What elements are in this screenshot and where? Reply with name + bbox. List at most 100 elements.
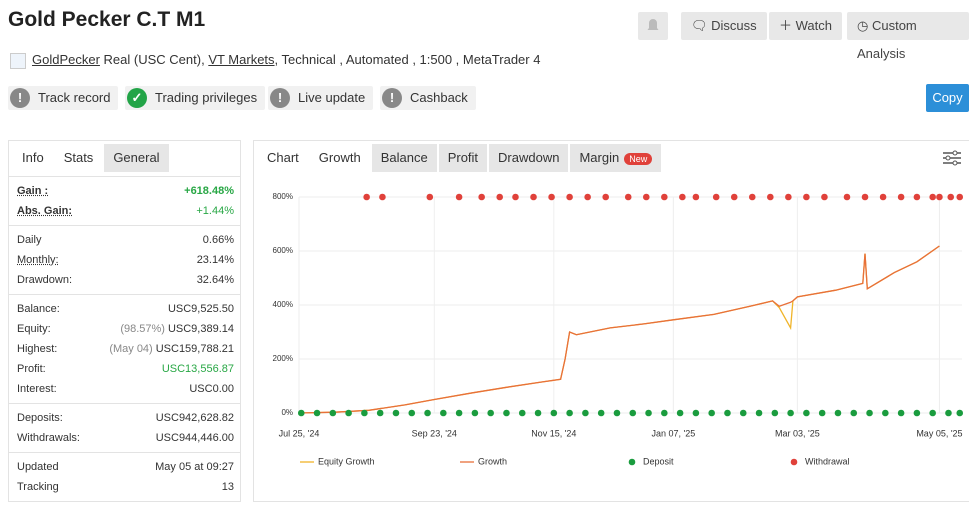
point <box>518 409 526 417</box>
stat-label: Highest: <box>17 343 58 355</box>
point <box>361 409 368 417</box>
point <box>297 409 305 417</box>
point <box>785 193 792 201</box>
legend-swatch <box>790 458 798 466</box>
stats-row: Equity: (98.57%) USC9,389.14 <box>9 319 240 339</box>
stat-value-wrap: +1.44% <box>196 201 234 221</box>
stats-section: Gain : +618.48% Abs. Gain: +1.44% <box>9 177 240 226</box>
account-info: GoldPecker Real (USC Cent), VT Markets, … <box>10 51 540 69</box>
stats-row: Abs. Gain: +1.44% <box>9 201 240 221</box>
point <box>730 193 738 201</box>
point <box>818 409 826 417</box>
account-details: , Technical , Automated , 1:500 , MetaTr… <box>274 52 541 67</box>
badge-label: Track record <box>38 90 111 105</box>
stats-row: Interest: USC0.00 <box>9 379 240 399</box>
point <box>767 193 774 201</box>
point <box>897 409 905 417</box>
tab[interactable]: Drawdown <box>489 144 569 172</box>
tab[interactable]: Profit <box>438 144 488 172</box>
settings-icon[interactable] <box>942 149 962 167</box>
point <box>850 409 858 417</box>
tab[interactable]: Stats <box>54 144 103 172</box>
watch-button[interactable]: ＋ Watch <box>769 12 842 40</box>
point <box>947 193 955 201</box>
stat-label: Monthly: <box>17 254 59 266</box>
stats-row: Highest: (May 04) USC159,788.21 <box>9 339 240 359</box>
line <box>298 245 940 414</box>
point <box>478 193 485 201</box>
point <box>712 193 720 201</box>
badge: ! Track record <box>8 86 119 110</box>
stat-label: Drawdown: <box>17 274 73 286</box>
point <box>787 409 794 417</box>
point <box>496 193 504 201</box>
stat-label: Tracking <box>17 481 59 493</box>
point <box>503 409 510 417</box>
stat-value-wrap: 0.66% <box>203 230 234 250</box>
stat-value: 0.66% <box>202 234 234 246</box>
point <box>408 409 416 417</box>
stats-row: Withdrawals: USC944,446.00 <box>9 428 240 448</box>
tab[interactable]: General <box>104 144 169 172</box>
badge: ! Live update <box>268 86 374 110</box>
point <box>866 409 873 417</box>
button-label: Watch <box>795 18 832 33</box>
point <box>929 193 936 201</box>
tab[interactable]: Margin New <box>570 144 662 172</box>
stat-value-wrap: USC944,446.00 <box>156 428 234 448</box>
broker-link[interactable]: VT Markets <box>208 52 275 67</box>
tab[interactable]: Info <box>13 144 53 172</box>
point <box>602 193 609 201</box>
badge-label: Live update <box>298 90 366 105</box>
point <box>956 409 964 417</box>
tab[interactable]: Chart <box>258 144 308 172</box>
x-tick-label: Jan 07, '25 <box>651 428 695 438</box>
account-link[interactable]: GoldPecker <box>32 52 100 67</box>
point <box>345 409 352 417</box>
point <box>512 193 519 201</box>
point <box>548 193 555 201</box>
point <box>676 409 684 417</box>
point <box>645 409 652 417</box>
copy-button[interactable]: Copy <box>926 84 969 112</box>
stat-value: USC944,446.00 <box>155 432 234 444</box>
stat-value: +618.48% <box>184 185 234 197</box>
notify-button[interactable] <box>638 12 668 40</box>
broker-icon <box>10 52 26 69</box>
point <box>739 409 747 417</box>
point <box>945 409 952 417</box>
badge: ! Cashback <box>380 86 476 110</box>
legend-label: Growth <box>478 456 507 466</box>
chart-tabs: Chart Growth Balance Profit Drawdown Margin Ne… <box>254 141 969 176</box>
bell-icon <box>647 19 659 30</box>
tab[interactable]: Growth <box>309 144 370 172</box>
analysis-button[interactable]: ◷ Custom Analysis <box>847 12 969 61</box>
point <box>392 409 400 417</box>
stat-note: (98.57%) <box>120 323 165 335</box>
point <box>755 409 763 417</box>
point <box>455 409 463 417</box>
point <box>426 193 434 201</box>
badge: ✓ Trading privileges <box>125 86 266 110</box>
point <box>679 193 686 201</box>
stats-list: Gain : +618.48% Abs. Gain: +1.44% Daily 0.66%… <box>9 177 240 501</box>
point <box>584 193 591 201</box>
point <box>550 409 558 417</box>
tab[interactable]: Balance <box>371 144 437 172</box>
point <box>708 409 715 417</box>
stat-value-wrap: USC9,525.50 <box>168 299 234 319</box>
stats-row: Profit: USC13,556.87 <box>9 359 240 379</box>
x-tick-label: Nov 15, '24 <box>531 428 576 438</box>
stat-value: 32.64% <box>196 274 234 286</box>
stat-label: Equity: <box>17 323 51 335</box>
point <box>748 193 756 201</box>
point <box>861 193 869 201</box>
point <box>379 193 386 201</box>
discuss-button[interactable]: 🗨 Discuss <box>681 12 767 40</box>
stat-value: USC942,628.82 <box>155 412 234 424</box>
point <box>821 193 828 201</box>
stat-value-wrap: 32.64% <box>197 270 234 290</box>
point <box>530 193 537 201</box>
stats-section: Daily 0.66% Monthly: 23.14% Drawdown: 32.64% <box>9 226 240 295</box>
